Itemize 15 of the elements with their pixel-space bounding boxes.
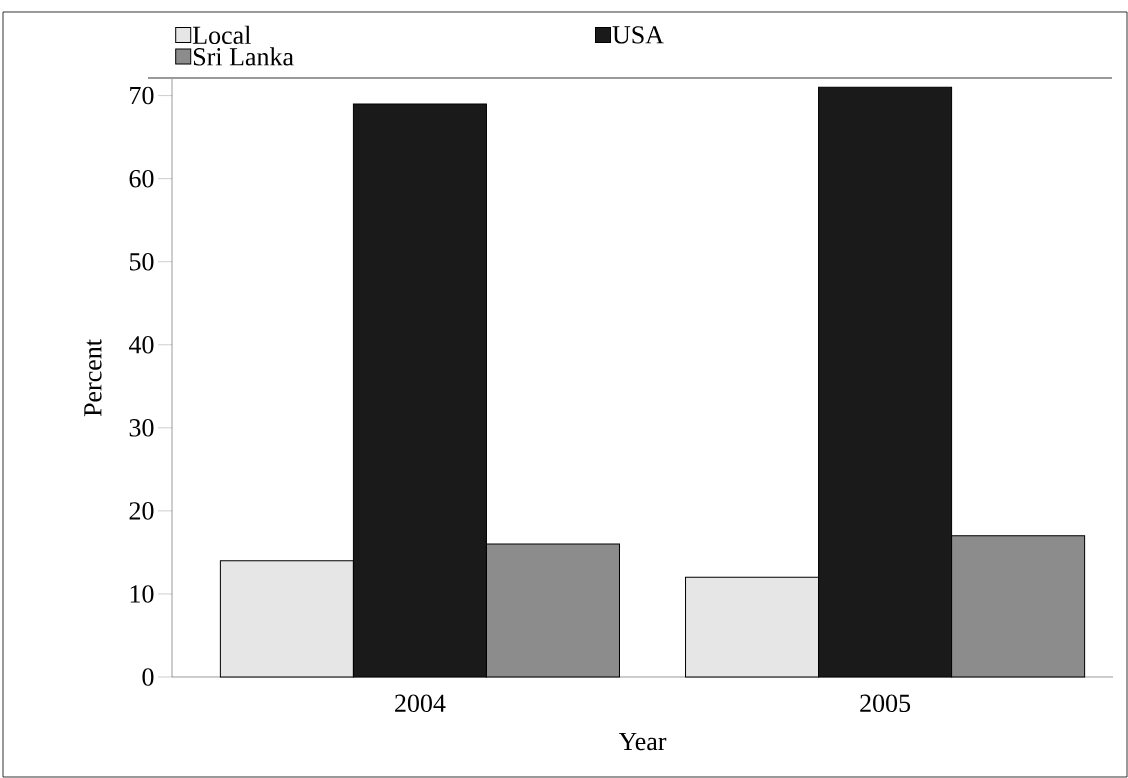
- y-axis-title: Percent: [84, 339, 102, 417]
- x-tick-label: 2005: [860, 694, 911, 713]
- y-tick-label: 30: [129, 419, 154, 437]
- y-tick-label: 70: [130, 86, 154, 105]
- legend-label: USA: [612, 26, 664, 44]
- x-axis-title: Year: [618, 732, 667, 751]
- legend-label: Sri Lanka: [193, 47, 294, 66]
- x-tick-label: 2004: [395, 694, 446, 713]
- legend-label: Local: [192, 25, 251, 45]
- y-tick-label: 20: [129, 502, 154, 520]
- y-tick-label: 0: [142, 668, 154, 686]
- y-tick-label: 50: [129, 252, 154, 271]
- y-tick-label: 40: [128, 335, 154, 354]
- y-tick-label: 60: [129, 169, 154, 188]
- y-tick-label: 10: [130, 585, 154, 603]
